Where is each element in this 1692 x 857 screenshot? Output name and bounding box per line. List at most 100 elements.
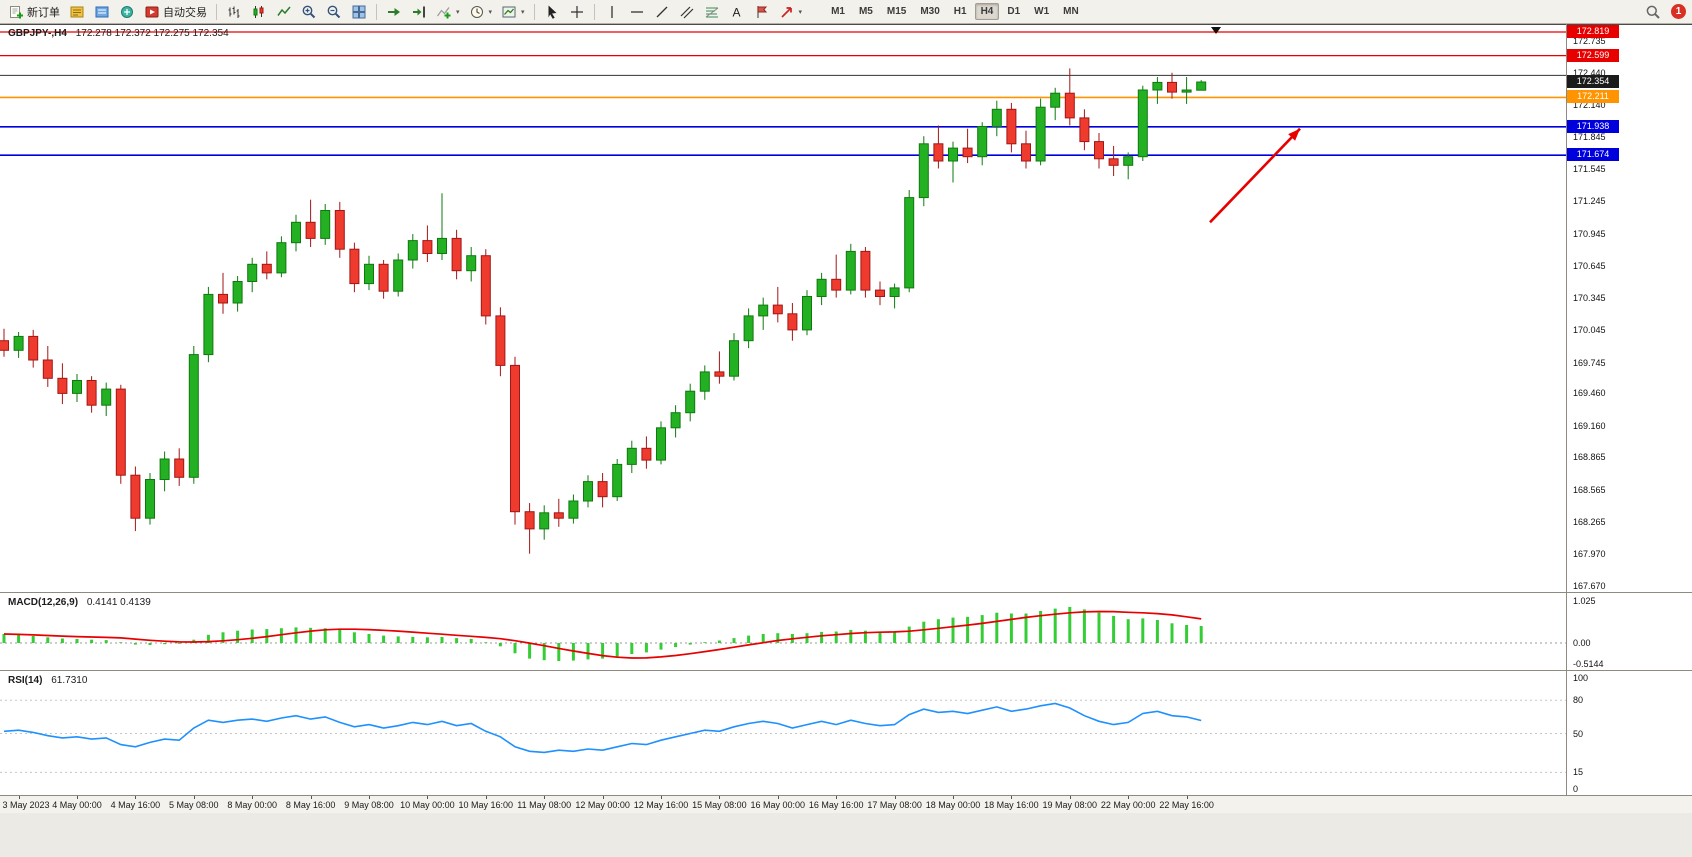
- top-marker-icon: [1211, 27, 1221, 34]
- time-label: 19 May 08:00: [1042, 800, 1098, 810]
- chevron-down-icon: ▾: [798, 8, 803, 16]
- cursor-icon: [548, 5, 557, 19]
- pane-separator-rsi[interactable]: [0, 670, 1692, 671]
- time-tick: [18, 796, 20, 799]
- timeframe-h4-button[interactable]: H4: [974, 3, 1000, 20]
- price-tick: 171.545: [1573, 164, 1606, 174]
- zoom-out-icon: [327, 5, 341, 18]
- tile-windows-button[interactable]: [347, 2, 371, 22]
- periods-button[interactable]: ▾: [465, 2, 497, 22]
- macd-indicator-pane[interactable]: [0, 594, 1566, 670]
- time-label: 16 May 16:00: [808, 800, 864, 810]
- search-button[interactable]: [1641, 2, 1665, 22]
- auto-scroll-button[interactable]: [382, 2, 406, 22]
- chevron-down-icon: ▾: [521, 8, 525, 16]
- cursor-button[interactable]: [540, 2, 564, 22]
- pane-separator-macd[interactable]: [0, 592, 1692, 593]
- window-footer: [0, 813, 1692, 857]
- zoom-in-button[interactable]: [297, 2, 321, 22]
- candlestick-chart-button[interactable]: [247, 2, 271, 22]
- chart-top-border: [0, 24, 1692, 25]
- timeframe-m15-button[interactable]: M15: [886, 6, 907, 17]
- price-tick: 172.140: [1573, 100, 1606, 110]
- fibonacci-tool-button[interactable]: [700, 2, 724, 22]
- arrows-tool-button[interactable]: ▾: [775, 2, 807, 22]
- price-tick: 168.865: [1573, 452, 1606, 462]
- vertical-line-icon: [610, 5, 613, 18]
- notification-badge[interactable]: 1: [1671, 4, 1686, 19]
- macd-label: MACD(12,26,9) 0.4141 0.4139: [8, 597, 151, 608]
- market-watch-button[interactable]: [65, 2, 89, 22]
- price-tick: 171.245: [1573, 196, 1606, 206]
- rsi-indicator-pane[interactable]: [0, 672, 1566, 795]
- new-order-button[interactable]: 新订单: [4, 2, 64, 22]
- time-tick: [661, 796, 662, 799]
- trend-arrow[interactable]: [1209, 127, 1301, 224]
- price-tick: 172.735: [1573, 36, 1606, 46]
- vertical-line-tool-button[interactable]: [600, 2, 624, 22]
- main-price-chart[interactable]: [0, 24, 1566, 592]
- price-level-badge: 171.674: [1567, 148, 1619, 161]
- channel-tool-button[interactable]: [675, 2, 699, 22]
- timeframe-m1-button[interactable]: M1: [831, 6, 845, 17]
- text-tool-button[interactable]: A: [725, 2, 749, 22]
- trendline-tool-button[interactable]: [650, 2, 674, 22]
- time-label: 5 May 08:00: [169, 800, 219, 810]
- price-scale[interactable]: 172.735 172.440 172.140 171.845 171.545 171.2…: [1567, 24, 1692, 795]
- tile-windows-icon: [352, 5, 366, 18]
- macd-scale-tick: 0.00: [1573, 638, 1591, 648]
- time-tick: [953, 796, 954, 799]
- price-tick: 170.645: [1573, 261, 1606, 271]
- label-tool-button[interactable]: [750, 2, 774, 22]
- template-icon: [502, 6, 516, 17]
- chart-shift-button[interactable]: [407, 2, 431, 22]
- time-tick: [544, 796, 546, 799]
- time-tick: [193, 796, 195, 799]
- symbol-period-label: GBPJPY-,H4: [8, 28, 67, 39]
- ohlc-values: 172.278 172.372 172.275 172.354: [75, 28, 229, 39]
- price-tick: 167.670: [1573, 581, 1606, 591]
- indicators-button[interactable]: ▾: [432, 2, 464, 22]
- rsi-label: RSI(14) 61.7310: [8, 675, 87, 686]
- time-tick: [777, 796, 779, 799]
- timeframe-h1-button[interactable]: H1: [953, 6, 967, 17]
- timeframe-mn-button[interactable]: MN: [1063, 6, 1079, 17]
- timeframe-w1-button[interactable]: W1: [1034, 6, 1050, 17]
- toolbar: 新订单 自动交易 ▾ ▾: [0, 0, 1692, 24]
- time-label: 12 May 00:00: [575, 800, 630, 810]
- time-axis[interactable]: 3 May 2023 4 May 00:00 4 May 16:00 5 May 08…: [0, 795, 1692, 813]
- zoom-out-button[interactable]: [322, 2, 346, 22]
- chart-title: GBPJPY-,H4 172.278 172.372 172.275 172.3…: [8, 28, 229, 39]
- auto-trading-button[interactable]: 自动交易: [140, 2, 211, 22]
- macd-name: MACD(12,26,9): [8, 597, 79, 608]
- time-label: 16 May 00:00: [750, 800, 806, 810]
- rsi-scale-tick: 0: [1573, 784, 1579, 794]
- fibonacci-icon: [705, 6, 718, 18]
- indicators-icon: [437, 6, 451, 18]
- bar-chart-icon: [228, 6, 240, 18]
- price-tick: 171.845: [1573, 132, 1606, 142]
- timeframe-m5-button[interactable]: M5: [858, 6, 873, 17]
- timeframe-d1-button[interactable]: D1: [1007, 6, 1021, 17]
- navigator-button[interactable]: [115, 2, 139, 22]
- time-label: 10 May 00:00: [400, 800, 455, 810]
- horizontal-line-tool-button[interactable]: [625, 2, 649, 22]
- data-window-icon: [95, 6, 109, 17]
- line-chart-button[interactable]: [272, 2, 296, 22]
- data-window-button[interactable]: [90, 2, 114, 22]
- bar-chart-button[interactable]: [222, 2, 246, 22]
- time-label: 15 May 08:00: [692, 800, 747, 810]
- crosshair-button[interactable]: [565, 2, 589, 22]
- time-label: 10 May 16:00: [458, 800, 514, 810]
- toolbar-separator: [533, 3, 535, 20]
- time-tick: [1069, 796, 1071, 799]
- macd-scale-tick: 1.025: [1573, 596, 1596, 606]
- time-label: 11 May 08:00: [517, 800, 572, 810]
- arrow-shape-icon: [780, 6, 792, 18]
- templates-button[interactable]: ▾: [497, 2, 529, 22]
- macd-histogram: [2, 606, 1203, 661]
- time-tick: [719, 796, 721, 799]
- time-label: 8 May 00:00: [227, 800, 277, 810]
- timeframe-m30-button[interactable]: M30: [920, 6, 940, 17]
- price-level-badge: 172.211: [1567, 90, 1619, 103]
